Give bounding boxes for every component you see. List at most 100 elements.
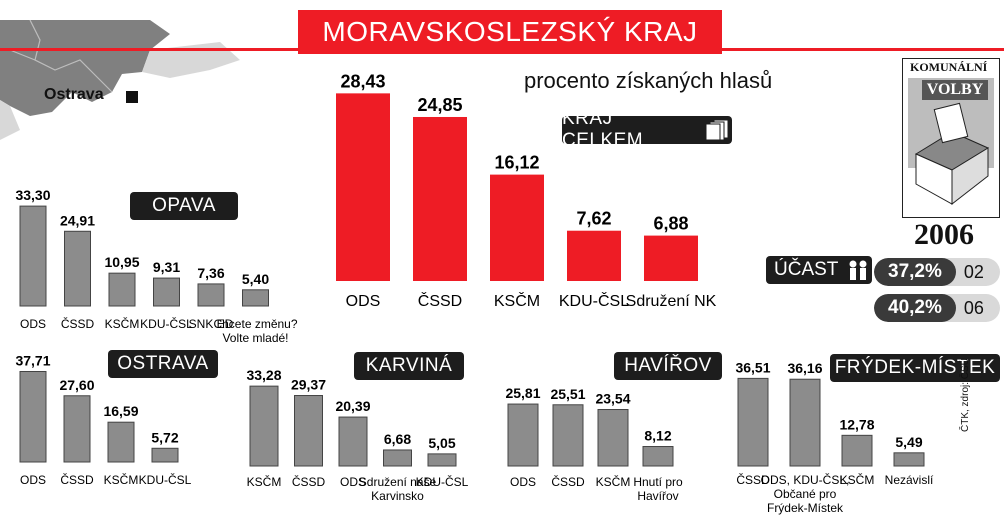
category-label: KDU-ČSL [140,316,193,331]
category-label: Nezávislí [885,473,934,487]
chart-bar [789,378,821,467]
chart-bar [249,385,279,467]
section-label-opava: OPAVA [130,192,238,220]
chart-bar [338,416,368,467]
category-label: ČSSD [292,474,326,489]
data-label: 6,68 [384,431,411,447]
turnout-year: 06 [963,297,984,318]
turnout-value: 40,2% [874,294,956,322]
category-label: KDU-ČSL [416,474,469,489]
data-label: 36,51 [735,359,770,375]
turnout-label: ÚČAST [766,256,872,284]
chart-bar [107,421,135,463]
data-label: 25,51 [550,386,585,402]
stamp-label: VOLBY [922,80,988,100]
chart-bar [151,447,179,463]
turnout-value: 37,2% [874,258,956,286]
turnout-row: 40,2% 06 [874,294,1000,322]
category-label: KSČM [247,474,282,489]
category-label: KSČM [494,291,540,310]
chart-bar [153,277,180,307]
category-label: KSČM [596,474,631,489]
data-label: 23,54 [595,391,630,407]
category-label: KSČM [840,472,875,487]
data-label: 5,49 [895,434,922,450]
data-label: 37,71 [15,352,50,368]
region-map [0,20,240,140]
chart-bar [841,434,873,467]
chart-bar [490,174,544,281]
chart-bar [336,93,390,281]
section-label-frydek-mistek: FRÝDEK-MÍSTEK [830,354,1000,382]
category-label: ČSSD [551,474,585,489]
category-label: Občané pro [774,487,837,501]
chart-bar [108,272,136,307]
category-label: ODS [510,475,536,489]
data-label: 20,39 [335,398,370,414]
data-label: 7,36 [197,265,224,281]
category-label: ODS [20,317,46,331]
data-label: 16,12 [494,153,539,173]
data-label: 6,88 [653,214,688,234]
documents-icon [706,119,729,141]
category-label: SNK ED [189,317,234,331]
category-label: ČSSD [60,472,94,487]
chart-bar [597,409,629,467]
turnout-year: 02 [963,261,984,282]
data-label: 24,85 [417,95,462,115]
chart-bar [413,116,467,282]
category-label: ODS [20,473,46,487]
chart-bar [893,452,925,467]
data-label: 25,81 [505,385,540,401]
stamp-top-text: KOMUNÁLNÍ [910,60,988,74]
section-label-kraj: KRAJ CELKEM [562,108,732,151]
section-label-ostrava: OSTRAVA [108,350,218,378]
data-label: 7,62 [576,209,611,229]
data-label: 33,30 [15,187,50,203]
map-city-marker [126,91,138,103]
turnout-row: 37,2% 02 [874,258,1000,286]
chart-bar [507,403,539,467]
category-label: Sdružení NK [626,293,717,310]
category-label: KSČM [104,472,139,487]
data-label: 5,05 [428,435,455,451]
category-label: Sdružení naše [359,475,437,489]
chart-bar [242,289,269,307]
category-label: KSČM [105,316,140,331]
category-label: Frýdek-Místek [767,501,844,515]
source-note: ČTK, zdroj: ČSÚ [960,358,971,432]
data-label: 29,37 [291,377,326,393]
data-label: 27,60 [59,377,94,393]
category-label: Hnutí pro [633,475,683,489]
category-label: Karvinsko [371,489,424,503]
chart-bar [19,205,47,307]
chart-bar [64,230,91,307]
stamp-year: 2006 [914,218,974,251]
people-icon [849,260,867,280]
category-label: ODS [346,293,381,310]
chart-bar [197,283,225,307]
data-label: 16,59 [103,403,138,419]
category-label: ODS, KDU-ČSL, [761,472,850,487]
data-label: 28,43 [340,71,385,91]
section-label-kraj-text: KRAJ CELKEM [562,108,644,151]
category-label: KDU-ČSL [139,472,192,487]
category-label: Chcete změnu? [213,317,297,331]
chart-bar [294,395,323,467]
chart-bar [427,453,457,467]
chart-bar [737,377,769,467]
data-label: 24,91 [60,212,95,228]
data-label: 12,78 [839,416,874,432]
page-title: MORAVSKOSLEZSKÝ KRAJ [298,10,722,54]
chart-bar [567,230,621,281]
chart-subtitle: procento získaných hlasů [524,68,773,93]
section-label-karvina: KARVINÁ [354,352,464,380]
chart-bar [644,235,698,281]
category-label: Volte mladé! [222,331,288,345]
turnout-label-text: ÚČAST [774,259,839,280]
map-city-label: Ostrava [44,86,104,103]
category-label: KDU-ČSL [559,291,629,310]
category-label: ČSSD [418,291,462,310]
data-label: 10,95 [104,254,139,270]
